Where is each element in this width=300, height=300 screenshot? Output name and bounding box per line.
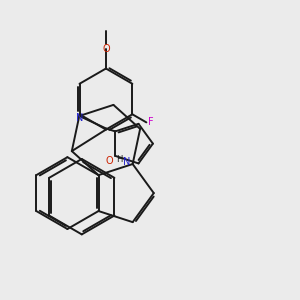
Text: N: N	[122, 157, 130, 167]
Text: H: H	[116, 155, 122, 164]
Text: F: F	[148, 117, 154, 128]
Text: N: N	[76, 113, 83, 123]
Text: O: O	[102, 44, 110, 54]
Text: O: O	[105, 155, 112, 166]
